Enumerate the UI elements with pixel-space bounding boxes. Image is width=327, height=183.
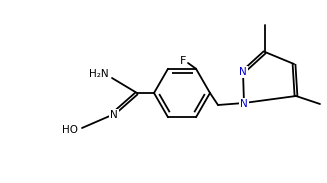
Text: F: F <box>180 56 186 66</box>
Text: N: N <box>239 67 247 77</box>
Text: N: N <box>240 99 248 109</box>
Text: HO: HO <box>62 125 78 135</box>
Text: H₂N: H₂N <box>89 69 109 79</box>
Text: N: N <box>110 110 118 120</box>
